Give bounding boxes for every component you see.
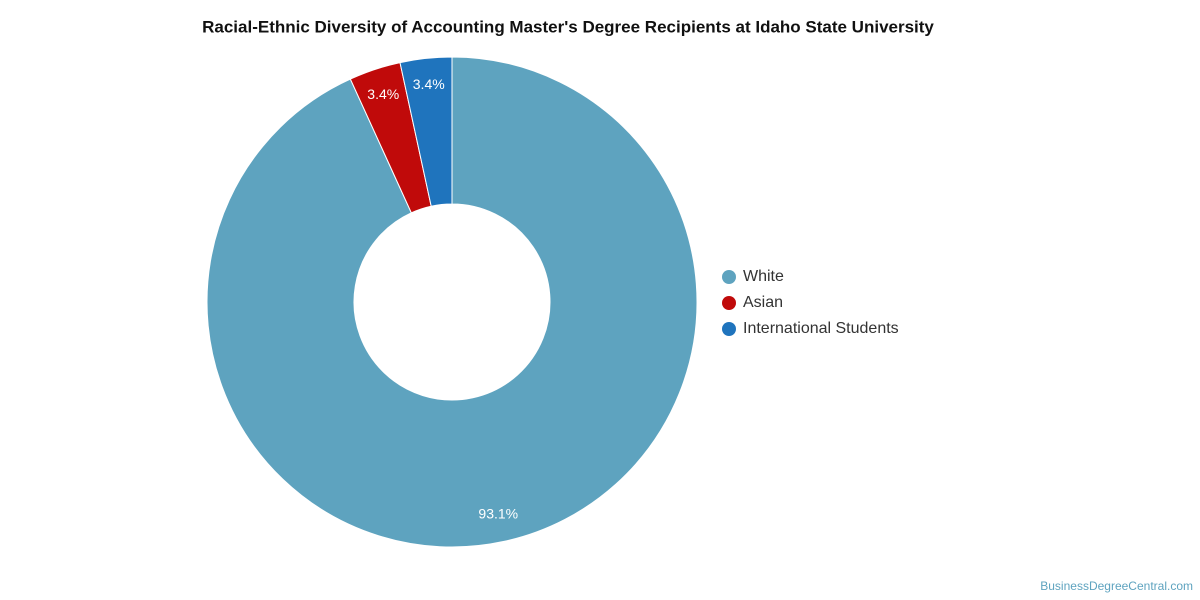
legend-label: White — [743, 268, 784, 285]
legend-label: International Students — [743, 320, 899, 337]
value-label: 3.4% — [367, 86, 399, 102]
chart-title: Racial-Ethnic Diversity of Accounting Ma… — [202, 17, 934, 36]
legend-label: Asian — [743, 294, 783, 311]
legend-swatch — [722, 322, 736, 336]
donut-segment — [206, 56, 698, 548]
legend-swatch — [722, 296, 736, 310]
footer: BusinessDegreeCentral.com — [1040, 579, 1193, 593]
value-label: 93.1% — [478, 506, 518, 522]
legend-swatch — [722, 270, 736, 284]
donut-segment — [399, 56, 453, 207]
value-label: 3.4% — [413, 76, 445, 92]
